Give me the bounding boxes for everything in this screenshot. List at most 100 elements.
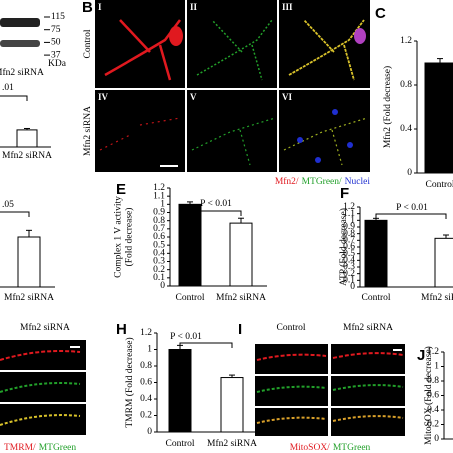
legend-item: MTGreen (39, 443, 77, 453)
panel-letter: C (375, 5, 386, 22)
y-tick-label: 0.5 (343, 249, 355, 259)
neuron (283, 117, 368, 166)
y-tick-label: 0.8 (153, 216, 165, 226)
legend-item: MTGreen/ (302, 177, 342, 187)
y-axis-label: ATP (Fold decrease) (338, 208, 349, 286)
column-label: Mfn2 siRNA (343, 322, 393, 333)
tile-label: V (190, 92, 197, 102)
p-value: P < 0.01 (170, 332, 202, 342)
y-tick-label: 0.6 (427, 391, 439, 401)
bar (168, 349, 192, 433)
blot-band (0, 18, 40, 27)
legend-item: MitoSOX/ (290, 443, 330, 453)
nucleus (347, 142, 353, 148)
bar (424, 62, 453, 174)
bar (178, 203, 202, 287)
tile-label: I (98, 2, 102, 12)
micrograph (0, 340, 86, 370)
tile-label: IV (98, 92, 109, 102)
y-tick-label: 1 (160, 200, 165, 210)
blot-frame (0, 4, 42, 56)
y-axis-label: MitoSOX (Fold decrease) (423, 346, 434, 445)
column-label: Mfn2 siRNA (20, 322, 70, 333)
tile-label: III (282, 2, 293, 12)
axon (256, 384, 404, 393)
y-tick-label: 0.2 (427, 420, 439, 430)
y-tick-label: 0.9 (343, 222, 355, 232)
axon (256, 352, 404, 361)
micrograph (331, 344, 405, 374)
micrograph (255, 408, 328, 436)
y-tick-label: 0 (350, 282, 355, 292)
tile-label: II (190, 2, 198, 12)
bar (434, 237, 453, 288)
neuron (99, 117, 181, 151)
panel-letter: F (340, 185, 349, 202)
y-tick-label: 1 (434, 362, 439, 372)
y-tick-label: 0.4 (400, 124, 412, 134)
y-tick-label: 0.8 (343, 229, 355, 239)
y-tick-label: 1.1 (343, 209, 355, 219)
bar (364, 219, 388, 288)
y-tick-label: 1.2 (343, 202, 355, 212)
y-tick-label: 0.2 (153, 265, 165, 275)
nucleus (332, 109, 338, 115)
y-tick-label: 0.1 (343, 276, 355, 286)
axon (256, 415, 404, 424)
significance-bracket (0, 211, 30, 217)
panel-g-images (0, 340, 86, 435)
y-tick-label: 0.3 (343, 262, 355, 272)
y-tick-label: 0.2 (140, 411, 152, 421)
y-axis-label: (Fold decrease) (124, 208, 135, 267)
legend: MitoSOX/MTGreen (290, 443, 371, 453)
row-label: Mfn2 siRNA (82, 106, 93, 156)
blot-band (0, 40, 40, 47)
y-tick-label: 0.6 (343, 242, 355, 252)
y-axis-label: TMRM (Fold decrease) (124, 337, 135, 427)
x-tick-label: Mfn2 siRNA (2, 150, 52, 161)
p-value: P < 0.01 (200, 199, 232, 209)
y-tick-label: 0 (434, 434, 439, 444)
legend-item: Mfn2/ (275, 176, 299, 187)
micrograph (331, 376, 405, 406)
legend-item: Nuclei (345, 177, 371, 187)
y-tick-label: 0.8 (140, 361, 152, 371)
y-tick-label: 1.2 (400, 36, 412, 46)
marker-label: 115 (51, 12, 65, 22)
y-tick-label: 1.1 (153, 191, 165, 201)
soma (169, 26, 183, 46)
x-tick-label: Control (175, 293, 204, 303)
y-tick-label: 0 (407, 168, 412, 178)
nucleus (297, 137, 303, 143)
marker-label: 37 (51, 50, 61, 60)
legend-item: TMRM/ (4, 443, 36, 453)
y-tick-label: 0.4 (427, 405, 439, 415)
micrograph (255, 376, 328, 406)
significance-bracket (375, 213, 447, 219)
micrograph (255, 344, 328, 374)
tile-label: VI (282, 92, 292, 102)
y-tick-label: 0.7 (153, 224, 165, 234)
x-tick-label: Mfn2 siRNA (216, 292, 266, 303)
p-value: .05 (2, 200, 14, 210)
legend: Mfn2/MTGreen/Nuclei (275, 176, 371, 187)
y-axis-label: Complex 1 V activity (114, 196, 124, 278)
micrograph (331, 408, 405, 436)
blot-unit: KDa (48, 59, 67, 69)
micrograph (279, 0, 370, 88)
row-label: Control (83, 29, 93, 58)
x-tick-label: Control (425, 180, 453, 190)
axon (0, 350, 81, 361)
x-tick-label: Control (165, 439, 194, 449)
y-tick-label: 0.8 (400, 80, 412, 90)
neuron (196, 19, 273, 81)
y-tick-label: 0.8 (427, 376, 439, 386)
x-tick-label: Mfn2 siRNA (207, 438, 257, 449)
y-tick-label: 0.3 (153, 257, 165, 267)
x-tick-label: Control (361, 293, 390, 303)
panel-letter: H (116, 321, 127, 338)
y-tick-label: 0.7 (343, 236, 355, 246)
neuron (191, 117, 276, 166)
panel-letter: E (116, 181, 126, 198)
